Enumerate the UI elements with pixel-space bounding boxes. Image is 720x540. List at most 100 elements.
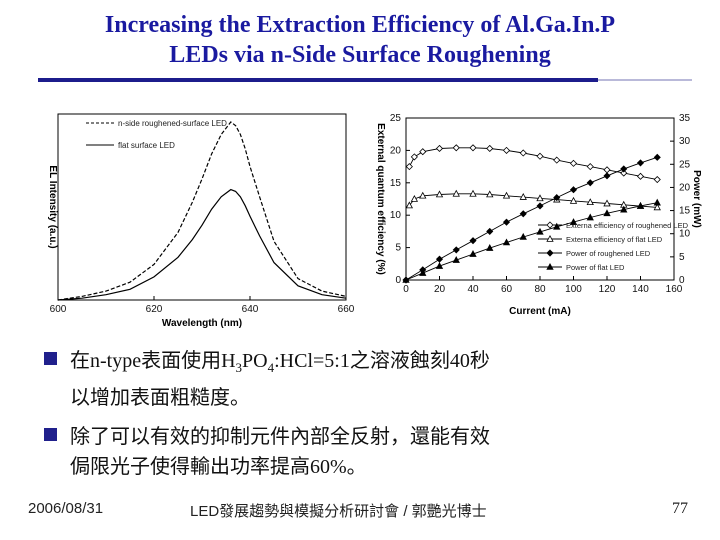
slide-title-line2: LEDs via n-Side Surface Roughening xyxy=(169,42,551,68)
eqe-marker xyxy=(569,218,578,225)
eqe-marker xyxy=(502,191,511,199)
eqe-marker xyxy=(536,227,544,235)
eqe-marker xyxy=(620,169,628,177)
eqe-marker xyxy=(586,179,594,187)
el-legend-label: flat surface LED xyxy=(118,141,175,150)
eqe-marker xyxy=(553,194,561,202)
bullet-etching-prefix: 在n-type表面使用H xyxy=(70,350,236,372)
eqe-x-tick-label: 80 xyxy=(534,284,546,295)
footer-presenter: LED發展趨勢與模擬分析研討會 / 郭艷光博士 xyxy=(190,503,487,520)
eqe-marker xyxy=(486,190,494,198)
eqe-x-axis-label: Current (mA) xyxy=(509,306,571,317)
eqe-x-tick-label: 140 xyxy=(632,284,649,295)
bullet-etching-suffix: :HCl=5:1之溶液蝕刻40秒 xyxy=(274,350,490,372)
power-y-tick-label: 5 xyxy=(679,252,685,263)
bullet-etching-mid: PO xyxy=(242,350,268,372)
power-y-tick-label: 15 xyxy=(679,206,691,217)
power-y-tick-label: 30 xyxy=(679,136,691,147)
bullet-square-icon xyxy=(44,428,57,441)
eqe-y-tick-label: 20 xyxy=(390,145,402,156)
slide-title-line1: Increasing the Extraction Efficiency of … xyxy=(104,12,616,38)
power-y-tick-label: 0 xyxy=(679,275,685,286)
el-series xyxy=(57,121,347,301)
eqe-x-tick-label: 60 xyxy=(501,284,513,295)
eqe-marker xyxy=(586,163,594,171)
eqe-marker xyxy=(620,165,628,173)
eqe-marker xyxy=(636,172,645,180)
slide-title: Increasing the Extraction Efficiency of … xyxy=(0,10,720,70)
eqe-marker xyxy=(519,232,527,240)
eqe-marker xyxy=(603,199,611,207)
el-y-axis-label: EL Intensity (a.u.) xyxy=(47,165,58,248)
eqe-marker xyxy=(405,201,414,209)
eqe-x-tick-label: 40 xyxy=(467,284,479,295)
eqe-marker xyxy=(469,144,477,152)
eqe-marker xyxy=(452,256,460,263)
eqe-legend-label: Power of roughened LED xyxy=(566,249,651,258)
eqe-marker xyxy=(553,156,561,164)
bullet-etching-line2: 以增加表面粗糙度。 xyxy=(70,387,250,409)
eqe-y-tick-label: 5 xyxy=(395,243,401,254)
el-x-tick-label: 600 xyxy=(50,304,67,315)
bullet-square-icon xyxy=(44,352,57,365)
power-y-tick-label: 25 xyxy=(679,159,691,170)
eqe-marker xyxy=(620,205,628,213)
eqe-marker xyxy=(419,148,427,156)
eqe-legend-label: Power of flat LED xyxy=(566,263,625,272)
bullet-reflection-text: 除了可以有效的抑制元件內部全反射，還能有效 侷限光子使得輸出功率提高60%。 xyxy=(70,422,680,482)
power-y-axis-label: Power (mW) xyxy=(691,170,702,228)
eqe-marker xyxy=(435,262,444,269)
eqe-marker xyxy=(502,146,511,154)
eqe-y-axis-label: External quantum efficiency (%) xyxy=(375,123,386,275)
eqe-marker xyxy=(653,175,661,184)
eqe-marker xyxy=(519,210,527,218)
eqe-legend: Externa efficiency of roughened LED Exter… xyxy=(538,221,689,272)
eqe-power-chart: 0 20 40 60 80 100 120 140 1600510152025051015202… xyxy=(362,108,702,320)
eqe-marker xyxy=(536,194,544,202)
title-divider-light xyxy=(598,79,692,81)
eqe-marker xyxy=(402,275,410,283)
bullet-reflection-line1: 除了可以有效的抑制元件內部全反射，還能有效 xyxy=(70,426,490,448)
bullet-etching-line1: 在n-type表面使用H3PO4:HCl=5:1之溶液蝕刻40秒 xyxy=(70,346,680,383)
el-x-tick-label: 640 xyxy=(242,304,259,315)
eqe-y-tick-label: 10 xyxy=(390,210,402,221)
eqe-marker xyxy=(469,237,477,245)
eqe-marker xyxy=(519,149,527,157)
eqe-marker xyxy=(469,189,477,197)
eqe-legend-label: Externa efficiency of flat LED xyxy=(566,235,663,244)
eqe-marker xyxy=(653,198,661,206)
eqe-marker xyxy=(486,144,494,153)
eqe-y-tick-label: 0 xyxy=(395,275,401,286)
eqe-marker xyxy=(586,213,594,221)
eqe-marker xyxy=(519,193,527,200)
eqe-marker xyxy=(603,172,611,180)
eqe-marker xyxy=(486,244,494,251)
eqe-marker xyxy=(586,198,594,206)
eqe-marker xyxy=(569,196,578,204)
eqe-marker xyxy=(452,246,460,254)
eqe-marker xyxy=(435,190,444,198)
eqe-x-tick-label: 0 xyxy=(403,284,409,295)
power-y-tick-label: 35 xyxy=(679,113,691,124)
title-divider-dark xyxy=(38,78,598,82)
eqe-legend-label: Externa efficiency of roughened LED xyxy=(566,221,689,230)
el-x-tick-label: 620 xyxy=(146,304,163,315)
eqe-marker xyxy=(546,249,554,257)
eqe-marker xyxy=(553,222,561,230)
eqe-marker xyxy=(452,144,460,152)
eqe-marker xyxy=(452,189,460,197)
eqe-x-tick-label: 120 xyxy=(599,284,616,295)
bullet-etching-text: 在n-type表面使用H3PO4:HCl=5:1之溶液蝕刻40秒 以增加表面粗糙… xyxy=(70,346,680,413)
eqe-marker xyxy=(653,203,661,211)
el-series-line-1 xyxy=(57,121,347,301)
eqe-marker xyxy=(502,218,511,226)
eqe-marker xyxy=(653,153,661,161)
eqe-marker xyxy=(546,262,554,270)
eqe-y-tick-label: 25 xyxy=(390,113,402,124)
page-number: 77 xyxy=(672,500,688,517)
title-divider xyxy=(38,78,692,82)
el-legend: n-side roughened-surface LED flat surface… xyxy=(86,119,227,150)
el-legend-label: n-side roughened-surface LED xyxy=(118,119,227,128)
eqe-x-tick-label: 100 xyxy=(565,284,582,295)
eqe-marker xyxy=(435,144,444,153)
